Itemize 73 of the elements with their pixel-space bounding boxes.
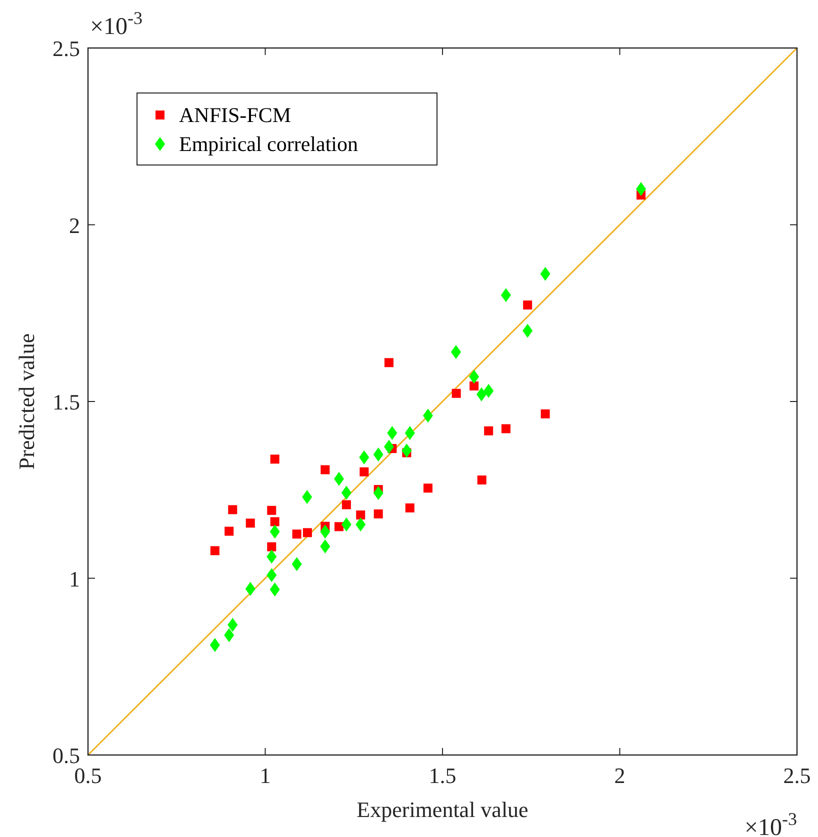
point [267, 506, 276, 515]
point [523, 300, 532, 310]
legend-label: ANFIS-FCM [179, 103, 292, 127]
y-tick-label: 2 [69, 212, 80, 238]
y-tick-label: 1 [69, 566, 80, 592]
point [270, 517, 280, 526]
point [423, 484, 432, 493]
point [224, 628, 234, 642]
x-tick-label: 2.5 [783, 763, 811, 788]
point [540, 266, 550, 281]
point [270, 582, 280, 597]
point [522, 324, 533, 338]
point [320, 539, 330, 554]
point [320, 465, 330, 474]
point [320, 524, 330, 539]
point [405, 503, 414, 512]
point [422, 408, 433, 423]
point [341, 518, 352, 532]
point [270, 454, 280, 464]
point [452, 388, 461, 398]
y-tick-label: 1.5 [52, 390, 80, 414]
point [484, 384, 494, 398]
point [404, 426, 415, 440]
point [342, 500, 351, 510]
point [356, 510, 366, 520]
point [402, 444, 412, 458]
point [267, 542, 276, 552]
y-axis-title: Predicted value [14, 333, 39, 470]
point [228, 505, 238, 514]
y-tick-label: 2.5 [52, 36, 80, 61]
point [266, 550, 277, 564]
point [387, 426, 398, 440]
point [500, 288, 511, 302]
point [270, 524, 280, 539]
point [450, 345, 461, 360]
point [374, 509, 383, 518]
text: ×10$^{-3}$ [90, 8, 143, 40]
point [292, 530, 302, 539]
point [373, 486, 384, 500]
legend-label: Empirical correlation [179, 132, 358, 156]
point [636, 182, 646, 196]
point [373, 448, 384, 462]
y-tick-label: 0.5 [52, 743, 80, 768]
point [210, 546, 220, 556]
point [470, 381, 479, 390]
point [360, 467, 369, 476]
point [302, 490, 312, 504]
point [356, 518, 366, 532]
point [484, 426, 494, 436]
point [469, 370, 480, 384]
x-tick-label: 1 [260, 763, 271, 788]
x-axis-title: Experimental value [356, 797, 528, 822]
point [228, 618, 238, 632]
point [540, 409, 550, 418]
point [476, 387, 486, 402]
point [384, 358, 394, 368]
x-tick-label: 1.5 [428, 763, 456, 788]
point [477, 475, 486, 484]
point [245, 582, 256, 596]
point [341, 486, 352, 500]
point [501, 424, 510, 434]
text: ×10$^{-3}$ [744, 809, 797, 837]
point [302, 528, 312, 538]
point [292, 557, 302, 572]
x-tick-label: 2 [614, 763, 626, 788]
point [246, 518, 255, 528]
point [224, 526, 234, 536]
point [359, 450, 370, 464]
point [334, 472, 344, 486]
point [334, 522, 344, 532]
point [266, 568, 277, 582]
point [384, 440, 394, 454]
point [210, 638, 220, 652]
